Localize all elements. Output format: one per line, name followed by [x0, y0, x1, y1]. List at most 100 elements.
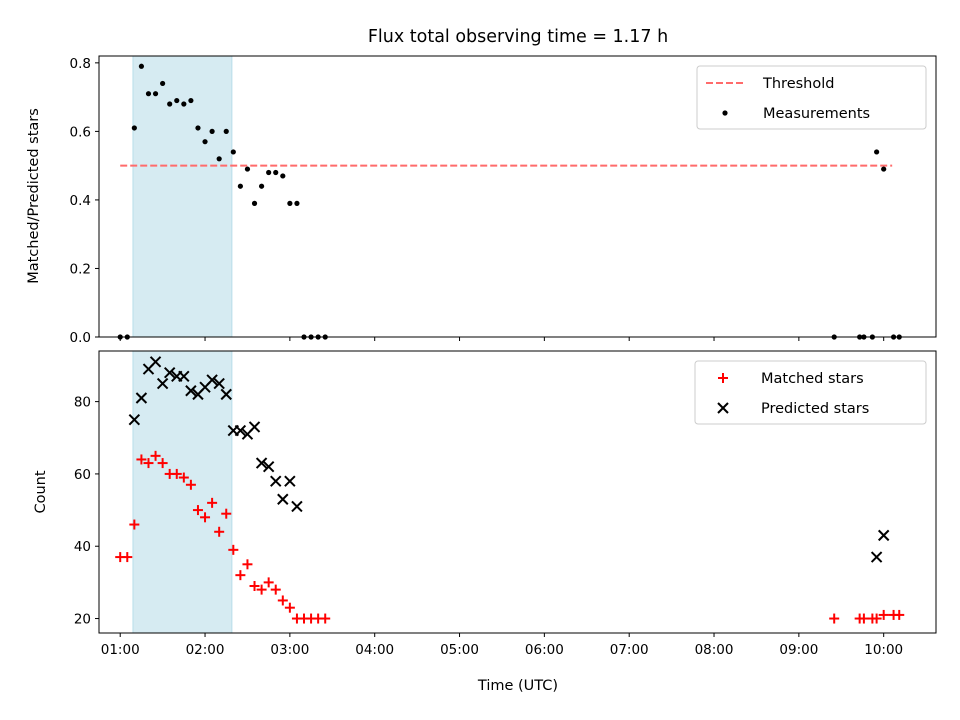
- matched-stars-point: [200, 512, 211, 523]
- measurements-point: [869, 334, 875, 340]
- measurements-point: [188, 97, 194, 104]
- predicted-stars-point: [220, 388, 232, 401]
- bottom-panel-legend-label: Matched stars: [761, 371, 864, 387]
- chart-title: Flux total observing time = 1.17 h: [368, 27, 668, 47]
- predicted-stars-point-b: [213, 377, 225, 390]
- predicted-stars-point-b: [870, 551, 883, 563]
- predicted-stars-point-b: [284, 475, 296, 487]
- bottom-panel-y-tick-label: 40: [74, 539, 91, 555]
- measurements-point: [209, 128, 215, 134]
- matched-stars-point: [249, 581, 260, 591]
- x-tick-label: 04:00: [355, 642, 394, 658]
- predicted-stars-point: [255, 457, 268, 469]
- matched-stars-point: [242, 559, 253, 570]
- bottom-panel-y-tick-label: 80: [74, 395, 91, 411]
- x-tick-label: 08:00: [695, 642, 734, 658]
- measurements-point: [174, 97, 180, 104]
- predicted-stars-point: [135, 392, 148, 404]
- data-marks: [115, 63, 905, 624]
- predicted-stars-point: [178, 370, 190, 383]
- measurements-point: [857, 334, 863, 340]
- predicted-stars-point-b: [877, 529, 890, 542]
- x-axis-label: Time (UTC): [477, 678, 558, 694]
- measurements-point: [258, 183, 265, 189]
- top-panel-legend-box: [696, 65, 927, 130]
- top-panel-y-tick-label: 0.0: [70, 330, 91, 346]
- measurements-point: [160, 80, 166, 87]
- bottom-panel-frame: [98, 350, 937, 634]
- predicted-stars-point-b: [277, 493, 289, 505]
- x-tick-label: 01:00: [101, 642, 140, 658]
- measurements-point: [216, 156, 222, 162]
- bottom-panel-legend-label: Predicted stars: [761, 401, 869, 417]
- matched-stars-point: [136, 454, 147, 465]
- matched-stars-point: [320, 613, 331, 624]
- matched-stars-point: [878, 609, 889, 620]
- matched-stars-point: [129, 519, 140, 530]
- x-tick-label: 05:00: [440, 642, 479, 658]
- predicted-stars-point-b: [234, 424, 247, 437]
- measurements-point: [266, 169, 272, 176]
- predicted-stars-point-b: [255, 457, 268, 469]
- predicted-stars-point: [291, 500, 303, 513]
- top-panel-frame: [98, 55, 937, 338]
- measurements-point: [152, 91, 159, 97]
- matched-stars-point: [214, 526, 225, 537]
- measurements-point: [181, 101, 187, 107]
- matched-stars-point: [171, 468, 182, 479]
- x-tick-label: 09:00: [779, 642, 818, 658]
- measurements-point: [881, 166, 887, 172]
- matched-stars-point: [221, 508, 232, 519]
- bottom-panel-legend-marker: [718, 373, 728, 383]
- matched-stars-point: [284, 602, 295, 613]
- bottom-y-axis-label: Count: [33, 470, 49, 513]
- measurements-point: [861, 334, 867, 340]
- matched-stars-point: [263, 577, 274, 588]
- x-tick-label: 03:00: [270, 642, 309, 658]
- predicted-stars-point-b: [248, 421, 261, 433]
- predicted-stars-point-b: [156, 377, 169, 390]
- matched-stars-point: [185, 479, 196, 490]
- measurements-point: [202, 139, 208, 145]
- measurements-point: [244, 166, 251, 172]
- matched-stars-point: [270, 584, 281, 595]
- predicted-stars-point: [206, 374, 218, 386]
- x-tick-label: 10:00: [864, 642, 903, 658]
- top-panel-y-tick-label: 0.6: [70, 124, 91, 140]
- predicted-stars-point: [213, 377, 225, 390]
- measurements-point: [167, 101, 173, 107]
- top-panel-legend-marker: [722, 110, 728, 116]
- matched-stars-series: [115, 450, 905, 624]
- matched-stars-point: [150, 450, 161, 461]
- predicted-stars-point: [128, 413, 141, 426]
- bottom-panel-legend-marker-b: [717, 402, 729, 414]
- top-panel-highlight-span: [132, 55, 233, 338]
- predicted-stars-point: [877, 529, 890, 542]
- top-panel-y-tick-label: 0.4: [70, 193, 91, 209]
- matched-stars-point: [871, 613, 882, 624]
- bottom-panel-y-tick-label: 60: [74, 467, 91, 483]
- predicted-stars-point-b: [206, 374, 218, 386]
- top-panel-y-tick-label: 0.8: [70, 56, 91, 72]
- predicted-stars-point-b: [262, 460, 275, 473]
- predicted-stars-series: [128, 356, 890, 563]
- measurements-point: [287, 200, 293, 206]
- measurements-point: [131, 125, 137, 131]
- axes-group: 0.0 0.2 0.4 0.6 0.8 20 40 60 80 01:00 02:00 03:00 04…: [70, 55, 937, 658]
- matched-stars-point: [894, 609, 905, 620]
- x-tick-label: 06:00: [525, 642, 564, 658]
- bottom-panel-highlight-span: [132, 350, 233, 634]
- measurements-point: [896, 334, 902, 340]
- matched-stars-point: [207, 497, 218, 508]
- predicted-stars-point-b: [178, 370, 190, 383]
- matched-stars-point: [277, 595, 288, 606]
- matched-stars-point: [192, 505, 203, 516]
- measurements-point: [322, 334, 328, 340]
- measurements-point: [145, 91, 152, 97]
- measurements-point: [315, 334, 321, 340]
- x-tick-label: 02:00: [186, 642, 225, 658]
- predicted-stars-point: [156, 377, 169, 390]
- measurements-point: [273, 169, 279, 176]
- matched-stars-point: [143, 458, 154, 469]
- predicted-stars-point: [870, 551, 883, 563]
